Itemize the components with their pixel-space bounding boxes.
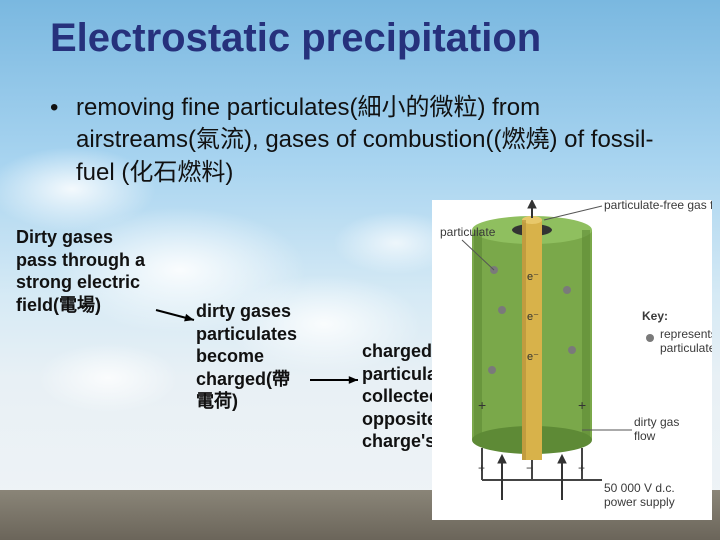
bullet-text: removing fine particulates(細小的微粒) from a… bbox=[76, 92, 670, 189]
precipitator-diagram: e⁻ e⁻ e⁻ + + − + + bbox=[432, 200, 712, 520]
particulate-dot bbox=[563, 286, 571, 294]
plus-sign: + bbox=[578, 397, 586, 413]
electron-label: e⁻ bbox=[527, 271, 539, 283]
inner-electrode bbox=[522, 216, 542, 460]
arrow-2 bbox=[304, 374, 364, 386]
label-key: Key: bbox=[642, 309, 668, 323]
electron-label: e⁻ bbox=[527, 311, 539, 323]
diagram-svg: e⁻ e⁻ e⁻ + + − + + bbox=[432, 200, 712, 520]
slide: Electrostatic precipitation • removing f… bbox=[0, 0, 720, 540]
svg-text:+: + bbox=[478, 461, 485, 475]
label-particulate: particulate bbox=[440, 225, 496, 239]
label-dirty-gas-2: flow bbox=[634, 429, 656, 443]
svg-text:−: − bbox=[526, 461, 533, 475]
step-1-dirty-gases: Dirty gases pass through a strong electr… bbox=[16, 226, 156, 316]
particulate-dot bbox=[498, 306, 506, 314]
arrow-1 bbox=[150, 304, 200, 326]
label-dirty-gas-1: dirty gas bbox=[634, 415, 679, 429]
bullet-item: • removing fine particulates(細小的微粒) from… bbox=[50, 92, 670, 189]
svg-text:+: + bbox=[578, 461, 585, 475]
particulate-dot bbox=[488, 366, 496, 374]
plus-sign: + bbox=[478, 397, 486, 413]
label-represents-1: represents bbox=[660, 327, 712, 341]
electron-label: e⁻ bbox=[527, 351, 539, 363]
label-power-2: power supply bbox=[604, 495, 675, 509]
label-pf-gas-flow: particulate-free gas flow bbox=[604, 200, 712, 212]
particulate-dot bbox=[568, 346, 576, 354]
step-2-become-charged: dirty gases particulates become charged(… bbox=[196, 300, 306, 413]
label-power-1: 50 000 V d.c. bbox=[604, 481, 675, 495]
page-title: Electrostatic precipitation bbox=[50, 16, 541, 61]
bullet-dot: • bbox=[50, 92, 58, 124]
label-represents-2: particulate bbox=[660, 341, 712, 355]
